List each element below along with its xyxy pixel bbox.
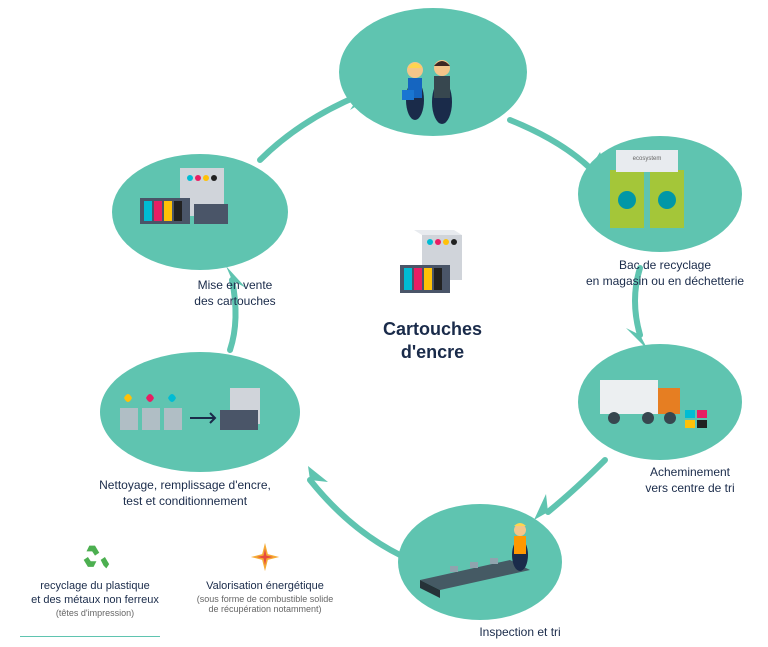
flame-icon (248, 540, 282, 574)
cycle-arrow-0 (510, 120, 590, 168)
cycle-node-4 (100, 352, 300, 472)
cycle-node-3 (398, 504, 562, 620)
cycle-label-4: Nettoyage, remplissage d'encre,test et c… (95, 478, 275, 509)
cycle-label-1: Bac de recyclageen magasin ou en déchett… (575, 258, 755, 289)
cycle-label-3: Inspection et tri (430, 625, 610, 641)
cycle-node-2 (578, 344, 742, 460)
footer-item-1: Valorisation énergétique(sous forme de c… (180, 540, 350, 614)
cycle-node-5 (112, 154, 288, 270)
center-illustration (392, 230, 472, 300)
cycle-arrow-5 (260, 95, 360, 160)
cycle-label-2: Acheminementvers centre de tri (600, 465, 768, 496)
cycle-label-5: Mise en ventedes cartouches (145, 278, 325, 309)
recycle-icon (78, 540, 112, 574)
footer-item-0: recyclage du plastiqueet des métaux non … (20, 540, 170, 618)
cycle-arrow-2 (548, 460, 605, 512)
center-title: Cartouches d'encre (350, 318, 515, 365)
cycle-node-1 (578, 136, 742, 252)
cycle-node-0 (339, 8, 527, 136)
footer-underline (20, 636, 160, 637)
